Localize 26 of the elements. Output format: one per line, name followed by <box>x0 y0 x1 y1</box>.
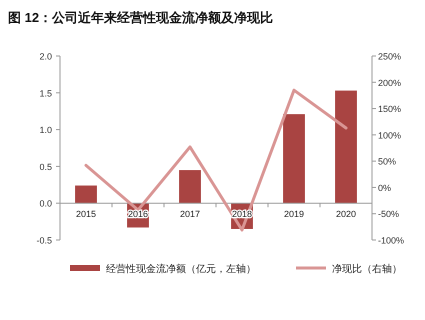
y2-tick-label: 0% <box>378 182 392 193</box>
y-tick-label: -0.5 <box>36 236 52 246</box>
y-tick-label: 1.0 <box>39 125 52 136</box>
y-tick-label: 1.5 <box>39 88 52 98</box>
bar <box>179 170 201 204</box>
bar <box>283 114 305 204</box>
y2-tick-label: 100% <box>378 130 402 140</box>
y2-tick-label: 150% <box>378 104 402 114</box>
chart-title: 图 12：公司近年来经营性现金流净额及净现比 <box>8 10 274 25</box>
x-tick-label: 2020 <box>336 209 356 220</box>
y-tick-label: 2.0 <box>39 52 52 62</box>
x-tick-label: 2015 <box>76 209 96 220</box>
x-tick-label: 2017 <box>180 209 200 220</box>
y2-tick-label: -100% <box>378 236 404 246</box>
y2-tick-label: 250% <box>378 52 402 62</box>
legend-label: 经营性现金流净额（亿元，左轴） <box>106 263 256 275</box>
bar <box>75 186 97 204</box>
legend-label: 净现比（右轴） <box>332 263 402 275</box>
bar <box>335 90 357 204</box>
y2-tick-label: -50% <box>378 209 400 220</box>
y2-tick-label: 200% <box>378 78 402 88</box>
x-tick-label: 2019 <box>284 209 304 220</box>
y2-tick-label: 50% <box>378 156 396 167</box>
y-tick-label: 0.0 <box>39 198 52 209</box>
y-tick-label: 0.5 <box>39 162 52 172</box>
x-tick-label: 2016 <box>128 209 148 220</box>
